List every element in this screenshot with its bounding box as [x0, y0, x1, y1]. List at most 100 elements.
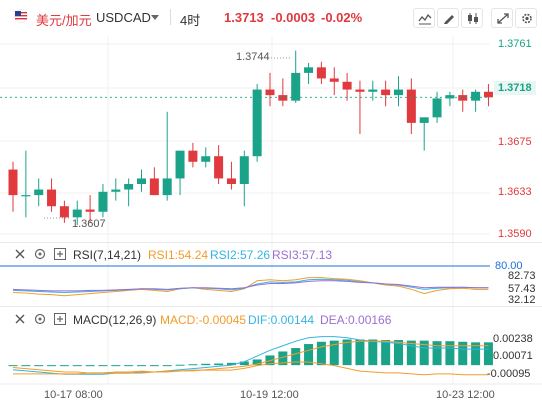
candle-body — [111, 189, 121, 192]
macd-axis-label: -0.00095 — [487, 368, 531, 380]
candle-body — [265, 89, 275, 96]
macd-bar — [483, 342, 493, 366]
last-price: 1.3713 — [224, 10, 264, 25]
chart-type-button[interactable] — [413, 8, 435, 28]
candle-body — [419, 117, 429, 123]
us-flag-icon — [14, 9, 28, 23]
pair-name[interactable]: 美元/加元 — [36, 13, 92, 28]
macd-bar — [47, 365, 57, 367]
rsi1-line — [12, 277, 489, 297]
macd-bar — [406, 340, 416, 366]
rsi-axis-label: 80.00 — [495, 260, 523, 272]
dea-value: DEA:0.00166 — [320, 313, 392, 327]
draw-button[interactable] — [437, 8, 459, 28]
high-label: 1.3744 — [236, 51, 270, 63]
candle-body — [291, 72, 301, 101]
close-icon[interactable] — [14, 248, 26, 260]
x-axis-label: 10-17 08:00 — [44, 389, 103, 401]
macd-bar — [137, 365, 146, 367]
macd-axis-label: 0.00071 — [493, 350, 533, 362]
expand-button[interactable] — [491, 8, 513, 28]
price-axis-label: 1.3761 — [498, 38, 532, 50]
macd-bar — [111, 365, 121, 367]
add-icon[interactable] — [54, 248, 66, 260]
macd-axis-label: 0.00238 — [493, 333, 533, 345]
macd-bar — [458, 341, 468, 366]
candle-body — [188, 150, 198, 162]
pair-code[interactable]: USDCAD — [96, 10, 151, 25]
macd-bar — [162, 365, 172, 367]
macd-bar — [239, 361, 249, 366]
chevron-down-icon[interactable] — [151, 15, 159, 20]
close-icon[interactable] — [14, 313, 26, 325]
macd-bar — [188, 364, 198, 366]
indicator-button[interactable] — [461, 8, 483, 28]
macd-bar — [214, 363, 224, 366]
price-change: -0.0003 — [271, 10, 316, 25]
candles-icon — [468, 13, 478, 24]
candle-body — [8, 169, 18, 196]
candle-body — [59, 206, 69, 218]
macd-bar — [226, 362, 236, 366]
macd-bar — [278, 351, 288, 366]
candle-body — [34, 189, 44, 196]
macd-bar — [419, 340, 429, 366]
candle-body — [278, 95, 288, 101]
macd-bar — [201, 363, 211, 366]
x-axis-label: 10-19 12:00 — [240, 389, 299, 401]
candle-body — [458, 95, 468, 101]
rsi1-value: RSI1:54.24 — [148, 248, 209, 262]
rsi-axis-label: 57.43 — [508, 283, 536, 295]
low-label: 1.3607 — [72, 218, 106, 230]
macd-bar — [381, 340, 391, 366]
macd-bar — [34, 365, 44, 367]
macd-bar — [85, 365, 95, 367]
candle-body — [329, 78, 339, 82]
macd-line — [13, 361, 489, 376]
macd-bar — [316, 341, 326, 366]
add-icon[interactable] — [54, 313, 66, 325]
top-bar: 美元/加元 USDCAD 4时 1.3713 -0.0003 -0.02% — [0, 0, 542, 36]
price-axis-label: 1.3633 — [498, 186, 532, 198]
price-axis-label: 1.3675 — [498, 136, 532, 148]
pencil-icon — [444, 15, 454, 24]
macd-header: MACD(12,26,9) MACD:-0.00045 DIF:0.00144 … — [0, 309, 490, 331]
candle-body — [137, 178, 146, 184]
macd-bar — [368, 339, 378, 366]
timeframe-selector[interactable]: 4时 — [180, 13, 201, 28]
settings-icon[interactable] — [34, 248, 46, 260]
candle-body — [406, 89, 416, 123]
price-axis-label: 1.3590 — [498, 228, 532, 240]
candle-body — [239, 156, 249, 184]
candle-body — [226, 178, 236, 184]
candle-body — [124, 184, 134, 190]
macd-bar — [304, 344, 314, 366]
candle-body — [21, 195, 31, 197]
divider — [170, 9, 171, 25]
candle-body — [471, 91, 481, 101]
rsi-header: RSI(7,14,21) RSI1:54.24 RSI2:57.26 RSI3:… — [0, 244, 490, 266]
macd-bar — [59, 365, 69, 367]
candle-body — [368, 89, 378, 92]
candle-body — [381, 89, 391, 96]
price-change-pct: -0.02% — [321, 10, 363, 25]
candle-body — [98, 191, 108, 212]
rsi3-line — [12, 280, 489, 292]
current-price-tag: 1.3718 — [494, 81, 536, 95]
settings-button[interactable] — [515, 8, 537, 28]
rsi-axis-label: 82.73 — [508, 270, 536, 282]
dif-line — [12, 336, 489, 375]
candle-body — [85, 209, 95, 212]
candle-body — [252, 89, 262, 157]
candle-body — [162, 178, 172, 196]
macd-bar — [252, 359, 262, 366]
macd-bar — [471, 342, 481, 366]
candle-body — [304, 67, 314, 73]
macd-bar — [291, 348, 301, 366]
settings-icon[interactable] — [34, 313, 46, 325]
candle-body — [483, 91, 493, 98]
candle-body — [214, 156, 224, 179]
candle-body — [201, 156, 211, 162]
dea-line — [12, 340, 489, 374]
